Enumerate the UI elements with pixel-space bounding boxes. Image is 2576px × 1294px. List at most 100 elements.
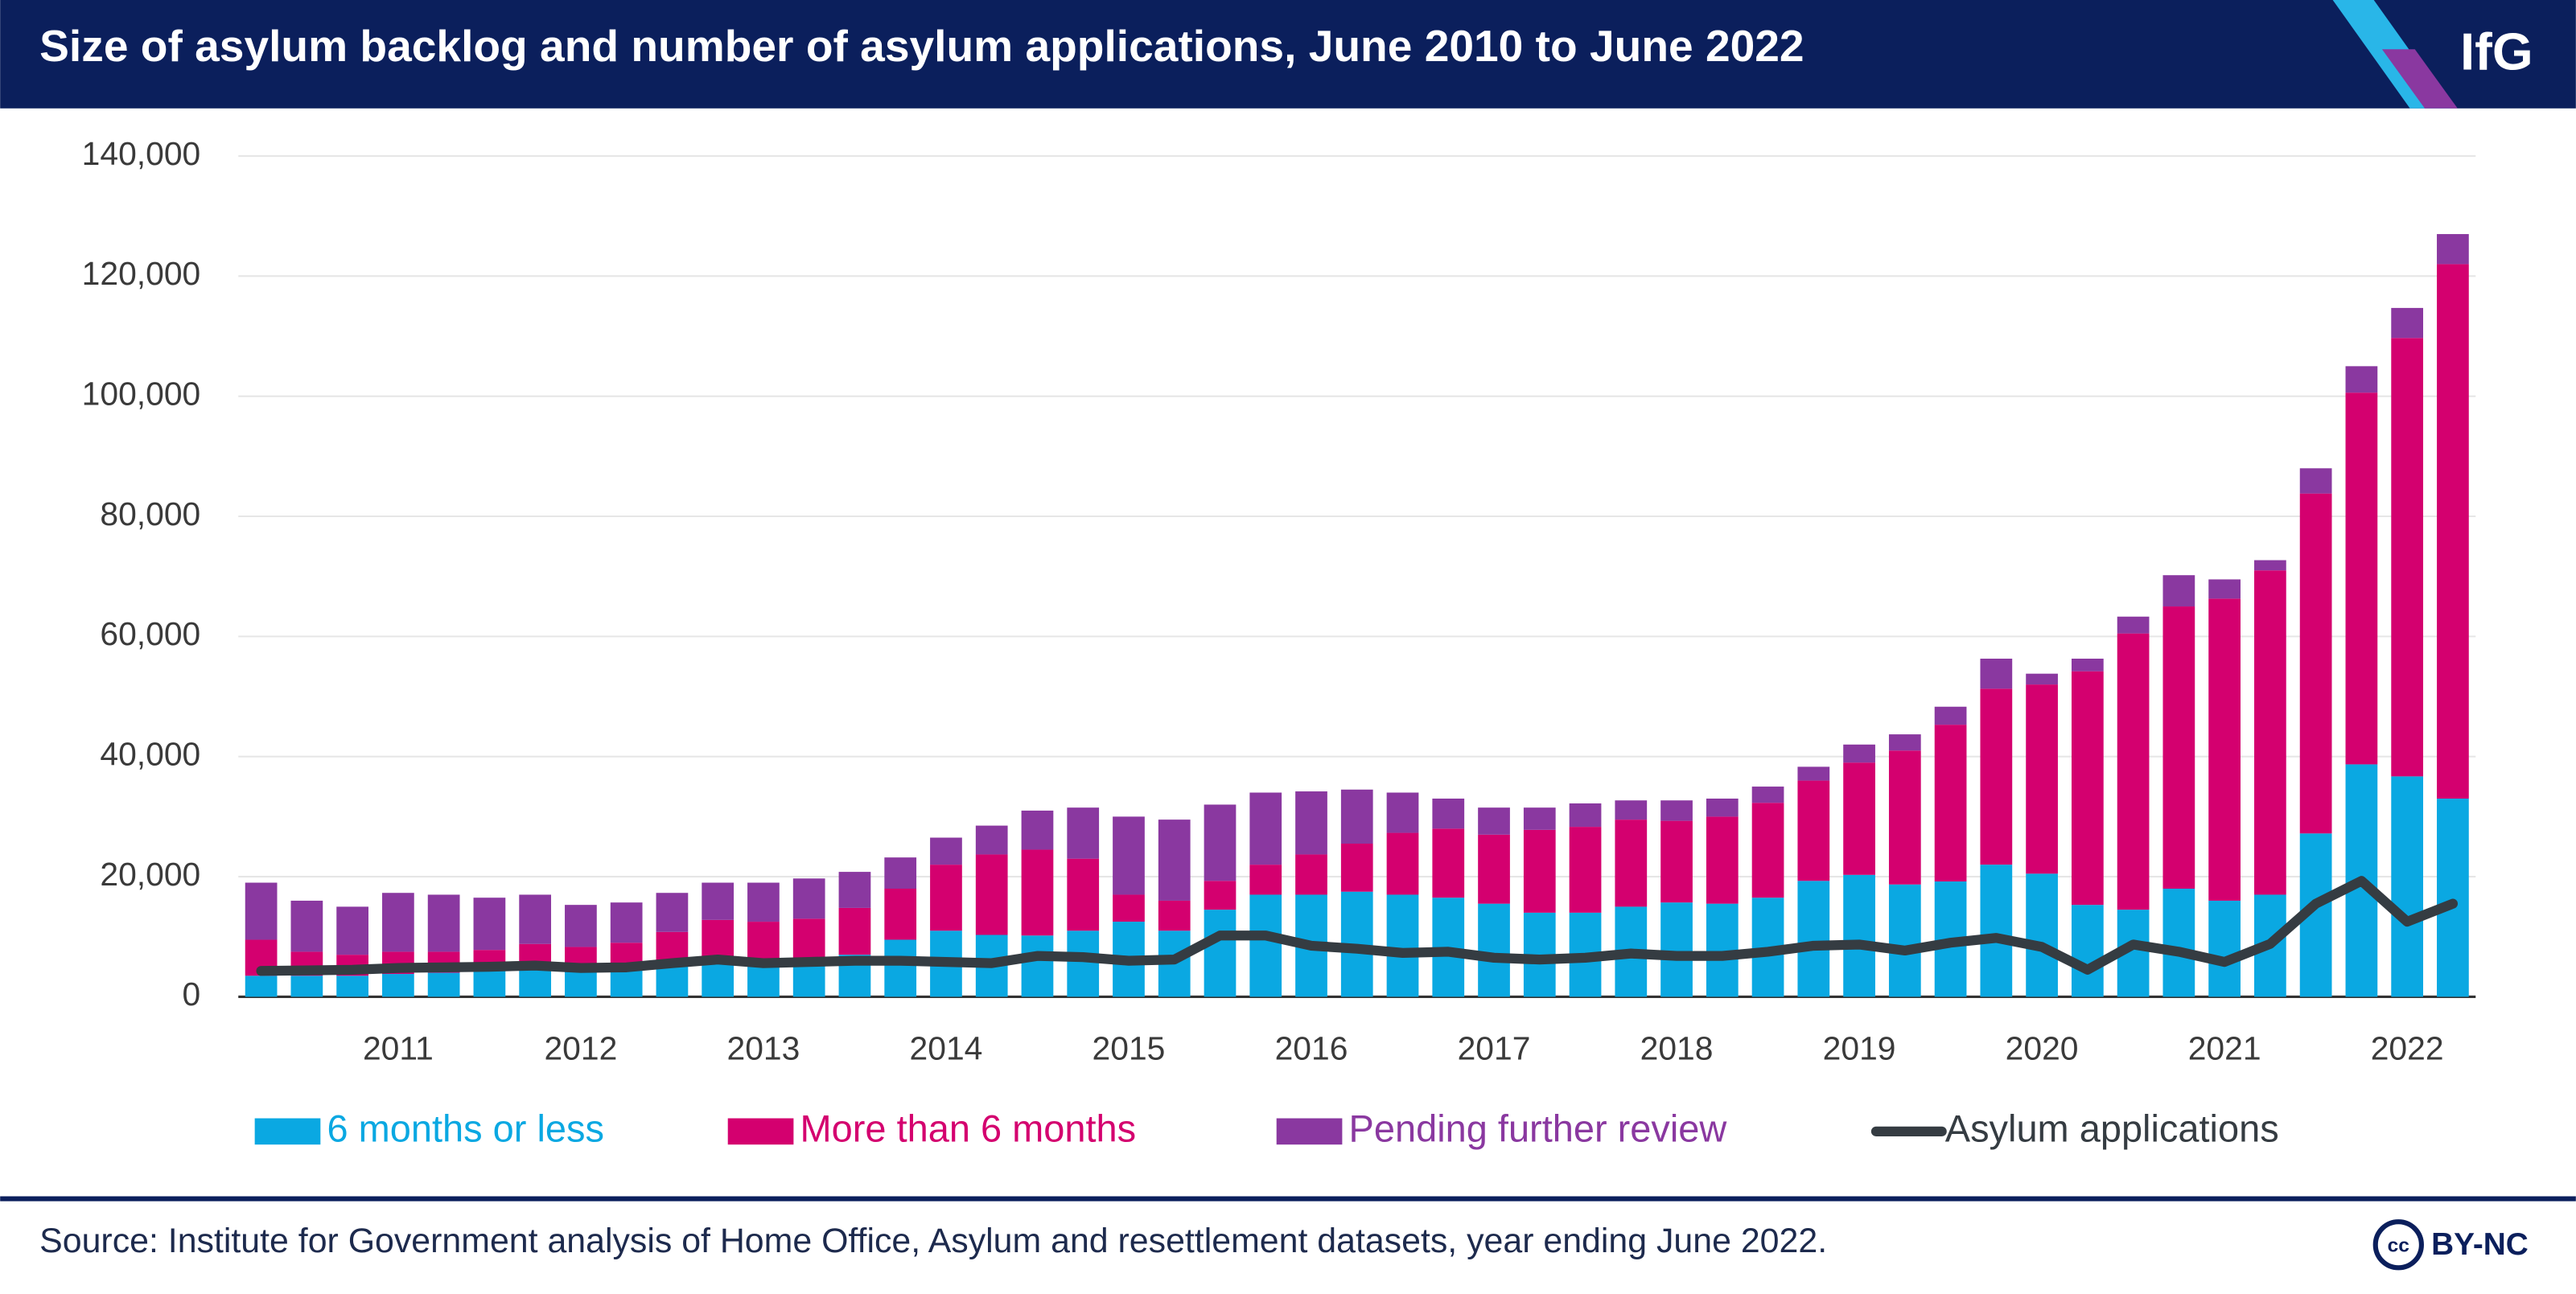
bar [1158,900,1191,931]
bar [519,969,552,997]
bar [519,894,552,944]
bar [1249,894,1282,997]
x-tick-label: 2021 [2188,1030,2261,1067]
bar [1021,810,1054,850]
bar [336,976,368,997]
bar [1478,834,1510,904]
bar [2117,616,2150,634]
bar [1843,762,1875,875]
x-tick-label: 2022 [2371,1030,2444,1067]
bar [290,900,323,952]
bar [1888,750,1921,885]
bar [702,919,735,958]
x-tick-label: 2013 [727,1030,800,1067]
bar [2437,798,2469,997]
bar [1569,827,1602,913]
bar [2208,598,2241,901]
bar [1660,902,1693,997]
x-tick-label: 2019 [1823,1030,1896,1067]
bar [1204,804,1237,881]
bar [1980,688,2013,865]
bar [2162,575,2195,607]
bar [1295,791,1327,855]
bar [792,918,825,958]
bar [747,882,780,922]
bar [473,898,506,951]
bar [1751,803,1784,898]
bar [656,893,689,932]
y-tick-label: 60,000 [100,615,200,652]
logo-stripe [2381,49,2458,109]
bar [2299,468,2332,494]
bar [2391,307,2424,339]
bar [2208,579,2241,599]
bar [1158,820,1191,901]
source: Source: Institute for Government analysi… [39,1222,1827,1260]
bar [1386,792,1419,833]
bar [2071,659,2104,672]
bar [1934,706,1967,725]
y-tick-label: 80,000 [100,495,200,532]
bar [1204,881,1237,910]
bar [1843,744,1875,763]
bar [1888,734,1921,751]
y-tick-label: 100,000 [82,375,201,412]
y-tick-label: 140,000 [82,135,201,172]
x-tick-label: 2016 [1275,1030,1348,1067]
bar [1340,844,1373,892]
bar [1204,910,1237,997]
bar [1386,832,1419,895]
bar [747,922,780,961]
bar [1797,780,1830,881]
legend-swatch [727,1118,794,1145]
bar [427,894,460,952]
bar [2071,905,2104,997]
bar [2162,606,2195,889]
x-tick-label: 2017 [1458,1030,1531,1067]
bar [1888,884,1921,997]
logo: IfG [2460,23,2533,81]
bar [2026,684,2058,874]
x-tick-label: 2014 [910,1030,983,1067]
bar [382,893,414,952]
x-tick-label: 2020 [2006,1030,2079,1067]
bar [884,939,917,997]
bar [1113,894,1145,922]
bar [2437,264,2469,799]
bar [610,902,643,943]
legend-label: Asylum applications [1945,1107,2279,1149]
bar [1934,725,1967,882]
bar [336,906,368,955]
bar [2071,671,2104,906]
bar [1706,816,1739,904]
cc-icon [2372,1219,2424,1271]
bar [1249,792,1282,865]
license: BY-NC [2431,1227,2529,1262]
bar [1751,787,1784,803]
bar [1797,881,1830,997]
bar [1660,800,1693,821]
bar [2299,493,2332,834]
bar [1386,894,1419,997]
x-tick-label: 2012 [544,1030,617,1067]
bar [2117,633,2150,910]
bar [1295,854,1327,895]
bar [1432,828,1465,898]
y-tick-label: 40,000 [100,736,200,773]
bar [2345,392,2378,765]
legend-swatch [254,1118,321,1145]
bar [1067,858,1100,931]
bar [1660,820,1693,903]
bar [884,857,917,889]
bar [1432,798,1465,829]
bar [473,971,506,997]
legend-label: 6 months or less [327,1107,604,1149]
bar [1478,807,1510,835]
bar [1523,829,1556,913]
bar [1478,903,1510,997]
bar [2391,776,2424,997]
bar [2391,338,2424,777]
bar [2026,873,2058,997]
